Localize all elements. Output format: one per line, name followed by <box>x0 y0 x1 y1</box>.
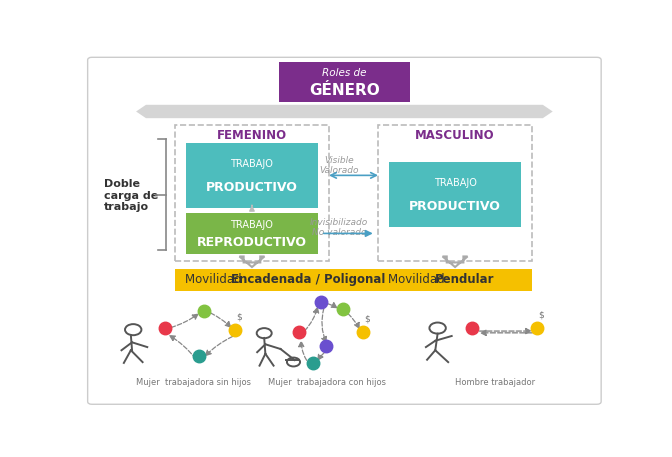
FancyBboxPatch shape <box>378 269 532 291</box>
Polygon shape <box>239 256 265 267</box>
Text: $: $ <box>236 313 241 322</box>
Text: FEMENINO: FEMENINO <box>217 128 287 142</box>
FancyBboxPatch shape <box>378 125 532 260</box>
Text: Pendular: Pendular <box>435 273 494 286</box>
Text: Movilidad: Movilidad <box>185 273 245 286</box>
Text: Visible
Valorado: Visible Valorado <box>319 156 359 175</box>
Text: Encadenada / Poligonal: Encadenada / Poligonal <box>231 273 386 286</box>
FancyBboxPatch shape <box>175 269 391 291</box>
Text: Mujer  trabajadora con hijos: Mujer trabajadora con hijos <box>268 377 386 387</box>
Text: Hombre trabajador: Hombre trabajador <box>456 377 536 387</box>
Text: $: $ <box>538 311 544 320</box>
Text: TRABAJO: TRABAJO <box>230 159 274 169</box>
Polygon shape <box>136 105 552 118</box>
Text: GÉNERO: GÉNERO <box>309 83 380 98</box>
FancyBboxPatch shape <box>280 62 409 102</box>
FancyBboxPatch shape <box>87 57 601 404</box>
Text: $: $ <box>364 314 370 323</box>
Text: PRODUCTIVO: PRODUCTIVO <box>409 200 501 213</box>
FancyBboxPatch shape <box>185 143 319 208</box>
Text: Doble
carga de
trabajo: Doble carga de trabajo <box>103 179 158 212</box>
Text: REPRODUCTIVO: REPRODUCTIVO <box>197 236 307 249</box>
FancyBboxPatch shape <box>185 213 319 254</box>
Text: Mujer  trabajadora sin hijos: Mujer trabajadora sin hijos <box>136 377 251 387</box>
Text: TRABAJO: TRABAJO <box>230 220 274 230</box>
Text: PRODUCTIVO: PRODUCTIVO <box>206 181 298 194</box>
FancyBboxPatch shape <box>175 125 329 260</box>
Polygon shape <box>443 256 468 267</box>
Text: Movilidad: Movilidad <box>388 273 448 286</box>
Text: TRABAJO: TRABAJO <box>433 178 476 188</box>
Text: Invisibilizado
No valorado: Invisibilizado No valorado <box>310 218 368 237</box>
Text: Roles de: Roles de <box>322 68 367 78</box>
Text: MASCULINO: MASCULINO <box>415 128 495 142</box>
FancyBboxPatch shape <box>388 162 521 227</box>
